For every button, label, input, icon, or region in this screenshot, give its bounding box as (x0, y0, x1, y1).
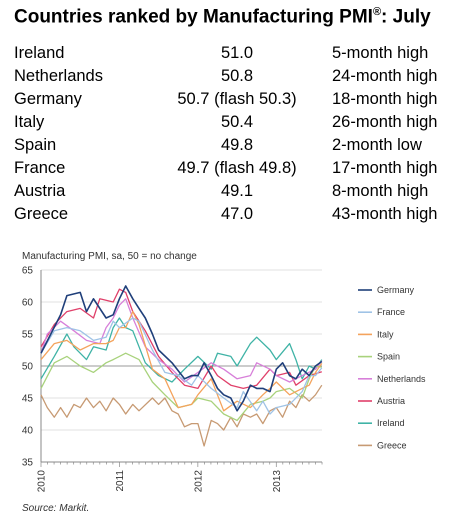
series-line-ireland (40, 317, 323, 383)
y-tick-label: 55 (22, 330, 34, 341)
note-cell: 24-month high (332, 67, 438, 85)
country-cell: Germany (14, 90, 82, 108)
legend-label: France (377, 307, 405, 317)
country-cell: France (14, 159, 66, 177)
legend-label: Netherlands (377, 374, 426, 384)
x-tick-label: 2012 (193, 470, 204, 493)
x-tick-label: 2013 (272, 470, 283, 493)
country-cell: Greece (14, 205, 69, 223)
legend-label: Spain (377, 352, 400, 362)
series-line-france (40, 317, 323, 415)
pmi-value-cell: 49.1 (220, 182, 254, 200)
table-row: Spain 49.8 2-month low (14, 136, 460, 159)
country-cell: Netherlands (14, 67, 103, 85)
pmi-value-cell: 49.8 (220, 136, 254, 154)
pmi-ranking-table: Ireland 51.0 5-month high Netherlands 50.8 24… (14, 44, 460, 228)
pmi-value-cell: 47.0 (220, 205, 254, 223)
page-title: Countries ranked by Manufacturing PMI®: … (14, 6, 431, 28)
legend-label: Ireland (377, 418, 405, 428)
table-row: France 49.7 (flash 49.8) 17-month high (14, 159, 460, 182)
note-cell: 5-month high (332, 44, 429, 62)
legend-label: Greece (377, 440, 407, 450)
pmi-value-cell: 50.7 (flash 50.3) (177, 90, 297, 108)
pmi-value-cell: 51.0 (220, 44, 254, 62)
registered-mark: ® (372, 6, 382, 18)
series-line-germany (40, 285, 323, 412)
series-line-netherlands (40, 298, 323, 383)
y-tick-label: 60 (22, 298, 34, 309)
note-cell: 18-month high (332, 90, 438, 108)
note-cell: 2-month low (332, 136, 422, 154)
country-cell: Austria (14, 182, 66, 200)
y-tick-label: 40 (22, 426, 34, 437)
x-tick-label: 2010 (37, 470, 48, 493)
table-row: Greece 47.0 43-month high (14, 205, 460, 228)
series-line-spain (40, 352, 322, 422)
country-cell: Italy (14, 113, 45, 131)
pmi-value-cell: 50.8 (220, 67, 254, 85)
y-tick-label: 65 (22, 266, 34, 277)
legend-label: Austria (377, 396, 405, 406)
legend-label: Germany (377, 285, 415, 295)
table-row: Germany 50.7 (flash 50.3) 18-month high (14, 90, 460, 113)
legend-label: Italy (377, 329, 394, 339)
note-cell: 8-month high (332, 182, 429, 200)
note-cell: 17-month high (332, 159, 438, 177)
y-tick-label: 35 (22, 458, 34, 469)
table-row: Austria 49.1 8-month high (14, 182, 460, 205)
pmi-value-cell: 49.7 (flash 49.8) (177, 159, 297, 177)
table-row: Netherlands 50.8 24-month high (14, 67, 460, 90)
pmi-value-cell: 50.4 (220, 113, 254, 131)
series-line-greece (40, 384, 323, 447)
table-row: Italy 50.4 26-month high (14, 113, 460, 136)
source-note: Source: Markit. (22, 503, 90, 514)
country-cell: Ireland (14, 44, 65, 62)
series-line-austria (40, 288, 322, 390)
y-tick-label: 50 (22, 362, 34, 373)
note-cell: 26-month high (332, 113, 438, 131)
series-line-italy (40, 310, 323, 412)
chart-title: Manufacturing PMI, sa, 50 = no change (22, 251, 197, 262)
country-cell: Spain (14, 136, 57, 154)
table-row: Ireland 51.0 5-month high (14, 44, 460, 67)
x-tick-label: 2011 (115, 470, 126, 492)
note-cell: 43-month high (332, 205, 438, 223)
y-tick-label: 45 (22, 394, 34, 405)
